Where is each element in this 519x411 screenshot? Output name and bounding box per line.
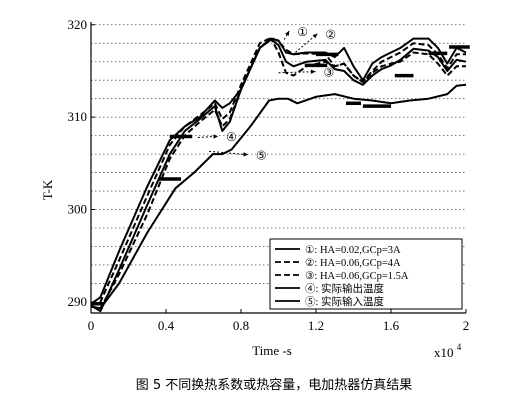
series-line-4 — [90, 38, 467, 313]
callout-label: ④ — [226, 130, 237, 144]
legend-entry: ②: HA=0.06,GCp=4A — [305, 257, 401, 269]
series-line-5 — [90, 83, 467, 310]
x-tick-label: 1.2 — [308, 318, 324, 333]
legend-box — [269, 238, 463, 310]
plot-frame — [90, 22, 466, 314]
y-axis-label: T-K — [40, 179, 55, 200]
y-tick-label: 310 — [68, 109, 88, 124]
x-tick-label: 0 — [88, 318, 95, 333]
x-multiplier-base: x10 — [434, 345, 454, 360]
figure-caption: 图 5 不同换热系数或热容量，电加热器仿真结果 — [136, 377, 413, 393]
y-tick-layer: 290 300 310 320 — [68, 17, 95, 309]
legend-entry: ③: HA=0.06,GCp=1.5A — [305, 270, 409, 282]
x-tick-label: 0.4 — [158, 318, 175, 333]
callout-leader — [278, 71, 316, 74]
callout-label: ② — [325, 28, 336, 42]
legend-entry: ①: HA=0.02,GCp=3A — [305, 244, 401, 256]
callout-arrowhead — [285, 30, 290, 36]
callout-label: ⑤ — [256, 149, 267, 163]
series-line-3 — [90, 37, 466, 310]
x-tick-label: 1.6 — [383, 318, 400, 333]
steps-layer — [91, 45, 470, 306]
callout-arrowhead — [213, 134, 218, 139]
y-tick-label: 320 — [68, 17, 88, 32]
callout-arrowhead — [310, 69, 316, 74]
callout-layer: ① ② ③ ④ ⑤ — [197, 25, 336, 163]
x-tick-label: 0.8 — [233, 318, 249, 333]
x-tick-layer: 0 0.4 0.8 1.2 1.6 2 — [88, 309, 470, 333]
y-tick-label: 300 — [68, 202, 88, 217]
callout-label: ③ — [324, 66, 335, 80]
x-multiplier-exp: 4 — [457, 342, 462, 352]
legend: ①: HA=0.02,GCp=3A②: HA=0.06,GCp=4A③: HA=… — [269, 238, 463, 310]
x-axis-label: Time -s — [252, 343, 292, 358]
series-line-2 — [90, 36, 466, 306]
x-multiplier-label: x10 4 — [434, 342, 462, 360]
callout-leader — [209, 150, 249, 156]
callout-label: ① — [297, 25, 308, 39]
x-tick-label: 2 — [463, 318, 470, 333]
y-tick-label: 290 — [68, 294, 88, 309]
callout-arrowhead — [312, 33, 318, 39]
legend-entry: ⑤: 实际输入温度 — [305, 295, 385, 308]
legend-entry: ④: 实际输出温度 — [305, 282, 385, 295]
callout-leader — [295, 33, 318, 53]
callout-arrowhead — [243, 152, 248, 157]
series-layer — [90, 36, 467, 313]
